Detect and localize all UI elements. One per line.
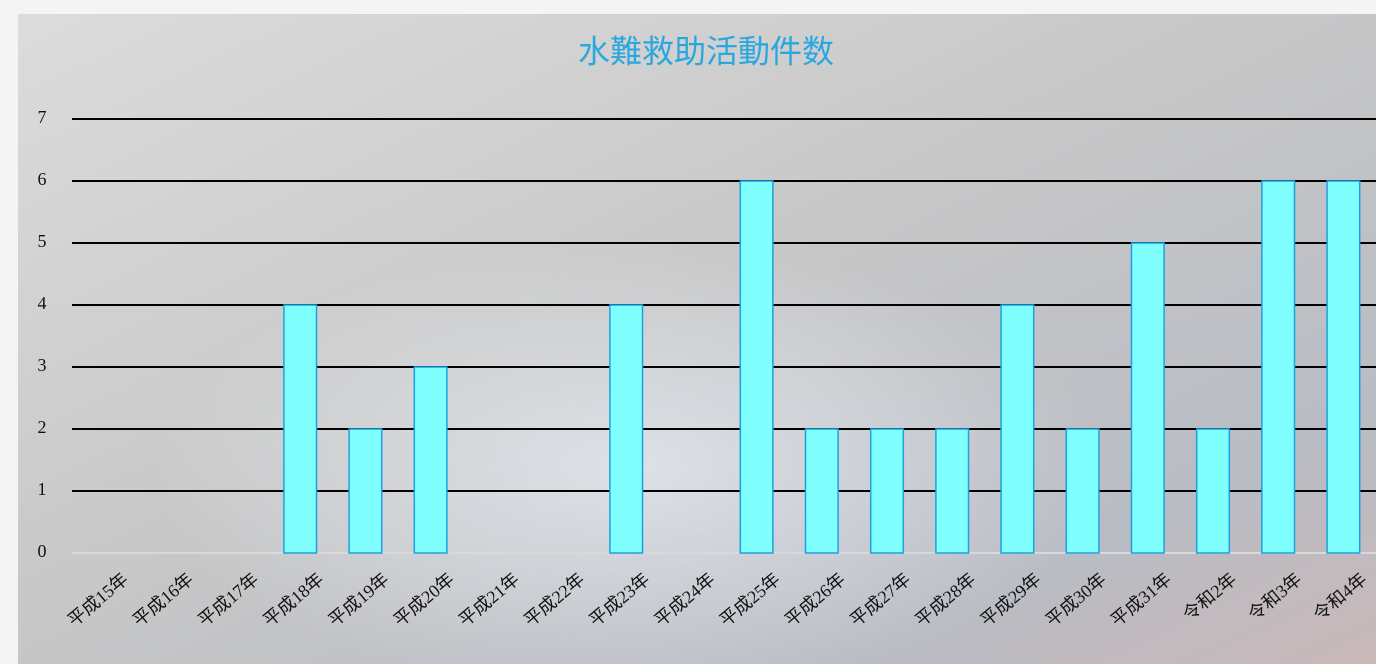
y-tick-label: 7 [38,107,47,127]
y-tick-label: 0 [38,541,47,561]
bar [610,305,643,553]
y-tick-label: 2 [38,417,47,437]
bar [1001,305,1034,553]
y-tick-label: 6 [38,169,47,189]
bar [1066,429,1099,553]
chart: 水難救助活動件数 01234567平成15年平成16年平成17年平成18年平成1… [0,0,1376,664]
bar [284,305,317,553]
bar [740,181,773,553]
y-tick-label: 4 [38,293,47,313]
y-tick-label: 3 [38,355,47,375]
y-tick-label: 1 [38,479,47,499]
bar [349,429,382,553]
bar [414,367,447,553]
y-tick-label: 5 [38,231,47,251]
bar [1327,181,1360,553]
bar [871,429,904,553]
photo-glow [18,14,1376,664]
bar [806,429,839,553]
bar [936,429,969,553]
chart-title: 水難救助活動件数 [578,33,834,69]
bar [1197,429,1230,553]
bar [1132,243,1165,553]
bar [1262,181,1295,553]
